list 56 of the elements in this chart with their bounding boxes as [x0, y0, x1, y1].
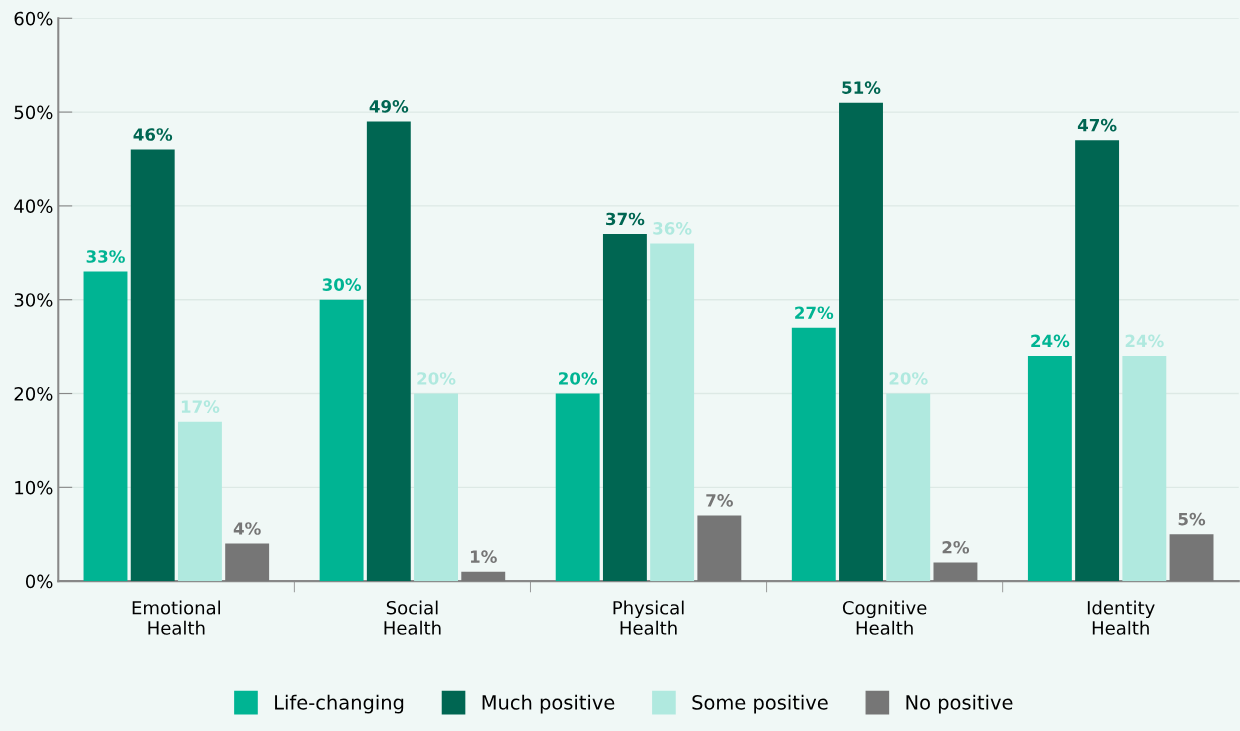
data-label: 20%: [889, 372, 928, 385]
data-label: 46%: [133, 128, 173, 141]
bar: [130, 149, 175, 582]
bar: [225, 543, 270, 582]
bar: [461, 571, 506, 582]
x-tick-label: Cognitive Health: [842, 600, 927, 635]
x-tick-label: Social Health: [384, 600, 441, 635]
data-label: 1%: [470, 550, 497, 563]
bar: [839, 102, 883, 582]
bar: [319, 299, 364, 582]
bar: [1122, 356, 1167, 582]
x-tick-label: Physical Health: [613, 600, 684, 635]
legend-label: No positive: [906, 694, 1013, 714]
bar: [697, 515, 742, 582]
bar: [414, 393, 458, 582]
data-label: 30%: [322, 278, 362, 291]
data-label: 20%: [559, 372, 598, 385]
data-label: 47%: [1077, 118, 1117, 132]
bar: [177, 421, 222, 582]
data-label: 2%: [942, 540, 970, 554]
bar: [602, 234, 647, 582]
data-label: 20%: [417, 372, 456, 385]
data-label: 49%: [369, 100, 409, 113]
y-tick-label: 50%: [14, 105, 53, 120]
data-label: 37%: [606, 212, 645, 226]
x-tick-label: Identity Health: [1087, 600, 1155, 635]
data-label: 51%: [842, 81, 881, 94]
bar: [1169, 534, 1214, 582]
data-label: 7%: [706, 494, 733, 507]
y-tick-label: 0%: [25, 574, 53, 589]
y-tick-label: 60%: [14, 11, 53, 26]
bar: [1027, 356, 1072, 582]
y-tick-label: 10%: [15, 480, 53, 495]
legend-label: Some positive: [692, 694, 828, 714]
y-tick-label: 20%: [14, 386, 53, 401]
data-label: 36%: [653, 222, 692, 235]
data-label: 33%: [86, 250, 125, 263]
legend-label: Life-changing: [275, 694, 404, 714]
x-tick-label: Emotional Health: [132, 600, 220, 635]
data-label: 4%: [233, 522, 261, 535]
bar: [83, 271, 128, 582]
bar: [933, 562, 978, 582]
data-label: 27%: [795, 306, 834, 320]
bar: [791, 327, 836, 582]
y-tick-label: 30%: [14, 293, 53, 307]
legend-label: Much positive: [482, 694, 615, 714]
bar: [650, 243, 695, 582]
bar: [555, 393, 600, 582]
y-tick-label: 40%: [14, 199, 53, 214]
data-label: 24%: [1031, 334, 1070, 348]
bar: [886, 393, 931, 582]
data-label: 5%: [1178, 512, 1206, 526]
bar: [366, 121, 411, 582]
data-label: 24%: [1125, 334, 1164, 348]
data-label: 17%: [181, 400, 220, 413]
bar: [1075, 140, 1120, 582]
